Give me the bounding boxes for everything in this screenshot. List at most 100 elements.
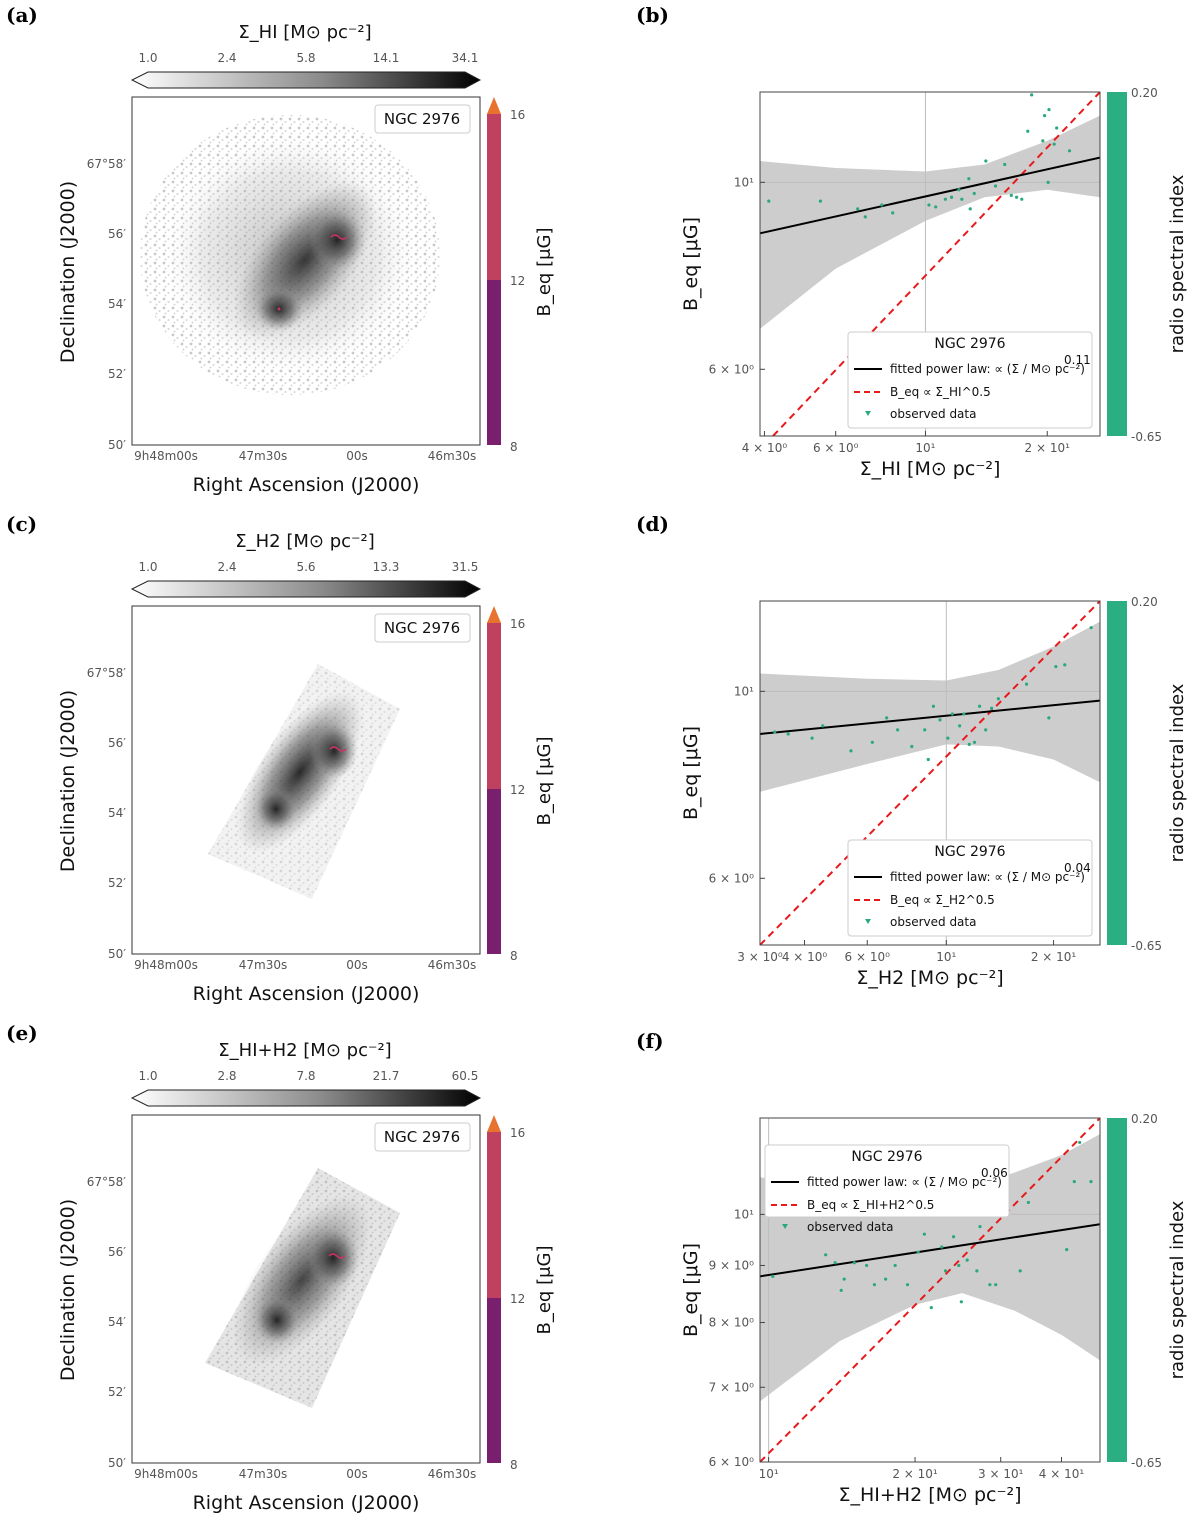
x-tick-label: 3 × 10⁰: [737, 950, 783, 964]
data-point: [959, 1300, 963, 1304]
data-point: [949, 195, 954, 199]
data-point: [810, 736, 814, 740]
data-point: [821, 724, 825, 728]
panel-label: (d): [636, 512, 669, 536]
surface-density-colorbar: [130, 71, 482, 89]
data-point: [996, 697, 1000, 701]
legend-reference-label: B_eq ∝ Σ_HI^0.5: [890, 385, 991, 399]
galaxy-name-box: NGC 2976: [374, 104, 471, 134]
data-point: [978, 1225, 982, 1229]
beq-tick: 8: [510, 949, 518, 963]
dec-tick: 54′: [108, 806, 126, 820]
ra-tick: 47m30s: [239, 449, 287, 463]
data-point: [839, 1288, 843, 1292]
fit-line: [760, 1223, 1100, 1278]
x-tick-label: 10¹: [759, 1467, 779, 1481]
y-tick-label: 6 × 10⁰: [709, 1455, 755, 1469]
data-point: [938, 718, 942, 722]
legend-data-label: observed data: [890, 915, 976, 929]
galaxy-name: NGC 2976: [384, 619, 460, 637]
data-point: [864, 1263, 869, 1268]
colorbar-title: Σ_HI+H2 [M⊙ pc⁻²]: [218, 1040, 391, 1061]
legend-data-swatch: [865, 411, 871, 416]
map-xticks: 9h48m00s 47m30s 00s 46m30s: [134, 958, 476, 972]
legend-data-swatch: [782, 1224, 788, 1229]
beq-tick: 8: [510, 440, 518, 454]
x-tick-label: 10¹: [915, 441, 935, 455]
data-point: [767, 199, 771, 203]
data-point: [958, 724, 962, 728]
data-point: [1015, 195, 1019, 199]
density-map: [131, 96, 481, 446]
colorbar-tick: 5.6: [296, 560, 315, 574]
scatter-panel-b: (b) 4 × 10⁰ 6 × 10⁰ 10¹ 2 × 10¹ 6 × 10⁰ 10¹ NG…: [636, 3, 1188, 480]
x-axis-label: Σ_HI [M⊙ pc⁻²]: [860, 458, 1001, 480]
data-point: [884, 1277, 888, 1281]
ra-tick: 00s: [346, 958, 368, 972]
beq-tick: 16: [510, 1126, 525, 1140]
legend: NGC 2976 fitted power law: ∝ (Σ / M⊙ pc⁻²…: [847, 839, 1093, 937]
legend-fit-exponent: 0.11: [1064, 353, 1091, 367]
spectral-tick: 0.20: [1131, 1112, 1158, 1126]
spectral-index-bar: [1107, 92, 1127, 436]
data-point: [972, 191, 976, 196]
map-xticks: 9h48m00s 47m30s 00s 46m30s: [134, 449, 476, 463]
data-point: [849, 749, 853, 753]
colorbar-tick: 1.0: [138, 1069, 157, 1083]
reference-line: [760, 601, 1100, 945]
data-point: [993, 184, 998, 188]
data-point: [929, 1306, 933, 1310]
density-map: [131, 1114, 481, 1464]
x-tick-label: 6 × 10⁰: [813, 441, 859, 455]
beq-tick: 16: [510, 617, 525, 631]
x-tick-label: 4 × 10⁰: [742, 441, 788, 455]
y-axis-label: B_eq [μG]: [680, 1243, 702, 1337]
colorbar-tick: 1.0: [138, 560, 157, 574]
data-point: [1009, 193, 1013, 197]
legend: NGC 2976 fitted power law: ∝ (Σ / M⊙ pc⁻²…: [847, 331, 1093, 429]
colorbar-tick: 2.4: [217, 560, 236, 574]
confidence-band: [760, 621, 1100, 792]
y-axis-label: Declination (J2000): [57, 181, 79, 363]
data-point: [870, 740, 874, 744]
data-point: [950, 712, 954, 716]
legend-box: [847, 839, 1093, 937]
y-tick-label: 7 × 10⁰: [709, 1380, 755, 1394]
data-point: [967, 177, 971, 181]
dec-tick: 52′: [108, 876, 126, 890]
data-point: [957, 188, 961, 192]
x-axis-label: Right Ascension (J2000): [193, 983, 420, 1005]
y-tick-label: 6 × 10⁰: [709, 871, 755, 885]
y-tick-label: 8 × 10⁰: [709, 1316, 755, 1330]
data-point: [923, 728, 927, 732]
dec-tick: 50′: [108, 1456, 126, 1470]
data-point: [891, 211, 895, 215]
legend-fit-exponent: 0.06: [981, 1166, 1008, 1180]
legend-fit-label: fitted power law: ∝ (Σ / M⊙ pc⁻²): [890, 870, 1085, 884]
clipped-series: [760, 601, 1100, 945]
data-point: [842, 1277, 846, 1281]
data-point: [946, 736, 950, 740]
data-point: [1024, 682, 1029, 686]
data-point: [975, 1269, 979, 1273]
beq-colorbar: 16 12 8 B_eq [μG]: [487, 1115, 555, 1472]
data-point: [960, 197, 964, 201]
galaxy-name: NGC 2976: [384, 1128, 460, 1146]
ra-tick: 47m30s: [239, 958, 287, 972]
beq-tick: 12: [510, 1292, 525, 1306]
ra-tick: 47m30s: [239, 1467, 287, 1481]
data-point: [852, 1261, 856, 1265]
map-panel-c: (c) Σ_H2 [M⊙ pc⁻²] 1.0 2.4 5.6 13.3 31.5…: [6, 512, 555, 1005]
surface-density-colorbar: [130, 580, 482, 598]
map-panel-e: (e) Σ_HI+H2 [M⊙ pc⁻²] 1.0 2.8 7.8 21.7 6…: [6, 1021, 555, 1514]
fit-line: [760, 156, 1100, 235]
data-point: [1065, 1247, 1069, 1252]
colorbar-tick: 60.5: [452, 1069, 479, 1083]
spectral-tick: 0.20: [1131, 595, 1158, 609]
data-point: [856, 207, 860, 211]
data-point: [824, 1253, 828, 1257]
dec-tick: 52′: [108, 1385, 126, 1399]
data-point: [1018, 1269, 1022, 1273]
legend-title: NGC 2976: [851, 1149, 922, 1165]
